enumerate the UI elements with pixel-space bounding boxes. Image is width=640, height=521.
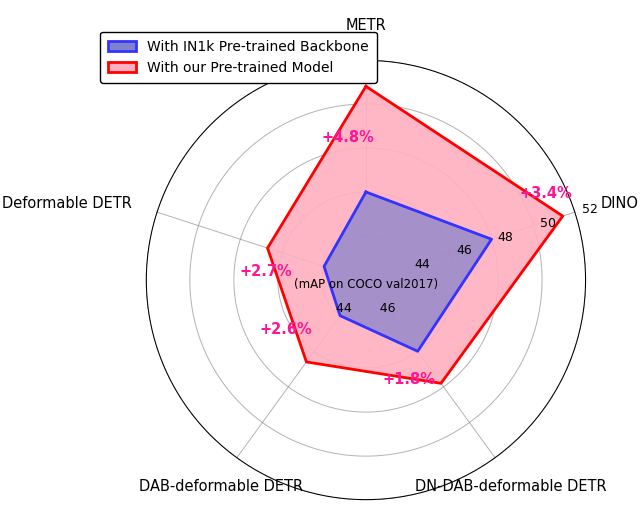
Text: +1.8%: +1.8% bbox=[382, 371, 435, 387]
Polygon shape bbox=[268, 86, 563, 383]
Text: Deformable DETR: Deformable DETR bbox=[1, 196, 131, 212]
Text: (mAP on COCO val2017): (mAP on COCO val2017) bbox=[294, 278, 438, 291]
Text: +2.7%: +2.7% bbox=[240, 264, 292, 279]
Text: 46: 46 bbox=[456, 244, 472, 257]
Text: +2.6%: +2.6% bbox=[260, 321, 312, 337]
Text: 50: 50 bbox=[540, 217, 556, 230]
Text: DINO: DINO bbox=[600, 196, 639, 212]
Legend: With IN1k Pre-trained Backbone, With our Pre-trained Model: With IN1k Pre-trained Backbone, With our… bbox=[100, 32, 377, 83]
Text: 44       46: 44 46 bbox=[336, 302, 396, 315]
Polygon shape bbox=[324, 192, 492, 351]
Text: DN-DAB-deformable DETR: DN-DAB-deformable DETR bbox=[415, 479, 607, 494]
Text: 52: 52 bbox=[582, 204, 598, 216]
Text: 44: 44 bbox=[414, 258, 430, 271]
Text: 48: 48 bbox=[498, 231, 514, 244]
Text: +3.4%: +3.4% bbox=[519, 186, 572, 201]
Text: METR: METR bbox=[346, 18, 387, 33]
Text: DAB-deformable DETR: DAB-deformable DETR bbox=[139, 479, 303, 494]
Text: +4.8%: +4.8% bbox=[322, 130, 374, 144]
